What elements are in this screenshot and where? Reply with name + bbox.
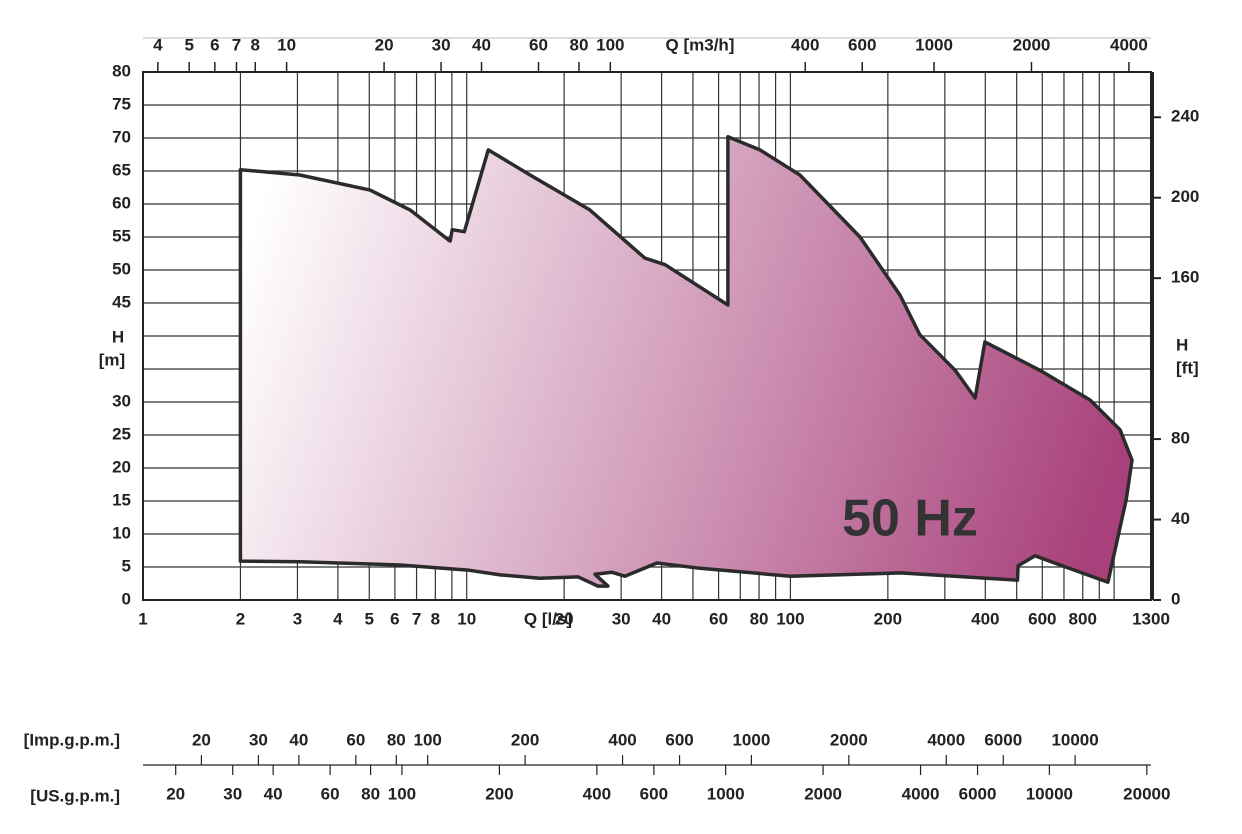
top-tick-label: 2000: [1013, 35, 1051, 54]
top-tick-label: 600: [848, 35, 876, 54]
gpm-tick-label: 10000: [1026, 784, 1073, 803]
x-tick-label: 4: [333, 609, 343, 628]
y2-tick-label: 40: [1171, 509, 1190, 528]
y-tick-label: 30: [112, 391, 131, 410]
y2-tick-label: 160: [1171, 268, 1199, 287]
x-tick-label: 1300: [1132, 609, 1170, 628]
gpm-tick-label: 4000: [902, 784, 940, 803]
gpm-tick-label: 6000: [959, 784, 997, 803]
plot-frame: [142, 71, 1152, 601]
us-axis-label: [US.g.p.m.]: [30, 786, 120, 805]
gpm-tick-label: 60: [346, 730, 365, 749]
x-tick-label: 10: [457, 609, 476, 628]
top-tick-label: 4000: [1110, 35, 1148, 54]
y-tick-label: 55: [112, 226, 131, 245]
top-tick-label: 1000: [915, 35, 953, 54]
x-tick-label: 7: [412, 609, 421, 628]
gpm-tick-label: 20: [166, 784, 185, 803]
gpm-tick-label: 200: [485, 784, 513, 803]
top-tick-label: 60: [529, 35, 548, 54]
y-tick-label: 80: [112, 61, 131, 80]
gpm-tick-label: 400: [608, 730, 636, 749]
gpm-tick-label: 600: [665, 730, 693, 749]
top-tick-label: 100: [596, 35, 624, 54]
y2-axis-label: H: [1176, 335, 1188, 354]
gpm-tick-label: 10000: [1051, 730, 1098, 749]
y-tick-label: 5: [122, 556, 131, 575]
x-tick-label: 200: [874, 609, 902, 628]
y-tick-label: 0: [122, 589, 131, 608]
gpm-tick-label: 60: [321, 784, 340, 803]
top-tick-label: 7: [232, 35, 241, 54]
x-tick-label: 400: [971, 609, 999, 628]
x-tick-label: 20: [555, 609, 574, 628]
gpm-tick-label: 20: [192, 730, 211, 749]
gpm-tick-label: 20000: [1123, 784, 1170, 803]
gpm-tick-label: 100: [388, 784, 416, 803]
gpm-tick-label: 30: [249, 730, 268, 749]
y2-tick-label: 0: [1171, 589, 1180, 608]
y-tick-label: 50: [112, 259, 131, 278]
gpm-tick-label: 1000: [732, 730, 770, 749]
x-tick-label: 6: [390, 609, 399, 628]
y2-axis-label: [ft]: [1176, 358, 1199, 377]
x-tick-label: 800: [1069, 609, 1097, 628]
annotation: 50 Hz: [842, 490, 978, 548]
gpm-tick-label: 100: [413, 730, 441, 749]
y-tick-label: 10: [112, 523, 131, 542]
top-tick-label: 400: [791, 35, 819, 54]
top-tick-label: 80: [570, 35, 589, 54]
x-tick-label: 100: [776, 609, 804, 628]
gpm-tick-label: 40: [264, 784, 283, 803]
gpm-tick-label: 4000: [927, 730, 965, 749]
x-tick-label: 8: [431, 609, 440, 628]
x-axis-label: Q [l/s]: [524, 609, 572, 628]
top-tick-label: 20: [375, 35, 394, 54]
gpm-tick-label: 1000: [707, 784, 745, 803]
y-axis-label: H: [112, 327, 124, 346]
y-tick-label: 75: [112, 94, 131, 113]
top-tick-label: 40: [472, 35, 491, 54]
top-tick-label: 5: [184, 35, 193, 54]
y-tick-label: 15: [112, 490, 131, 509]
y-axis-label: [m]: [99, 350, 125, 369]
x-tick-label: 600: [1028, 609, 1056, 628]
imp-axis-label: [Imp.g.p.m.]: [24, 730, 120, 749]
gpm-tick-label: 600: [640, 784, 668, 803]
x-tick-label: 60: [709, 609, 728, 628]
gpm-tick-label: 2000: [804, 784, 842, 803]
y-tick-label: 20: [112, 457, 131, 476]
gpm-tick-label: 80: [387, 730, 406, 749]
x-tick-label: 40: [652, 609, 671, 628]
y2-tick-label: 80: [1171, 429, 1190, 448]
top-tick-label: 30: [432, 35, 451, 54]
y2-tick-label: 200: [1171, 187, 1199, 206]
top-axis-label: Q [m3/h]: [666, 35, 735, 54]
top-tick-label: 4: [153, 35, 163, 54]
operating-range: [238, 134, 1134, 588]
top-tick-label: 8: [251, 35, 260, 54]
y-tick-label: 45: [112, 292, 131, 311]
x-tick-label: 2: [236, 609, 245, 628]
y-tick-label: 70: [112, 127, 131, 146]
gpm-tick-label: 6000: [984, 730, 1022, 749]
gpm-tick-label: 40: [289, 730, 308, 749]
x-tick-label: 5: [365, 609, 374, 628]
x-tick-label: 30: [612, 609, 631, 628]
top-tick-label: 10: [277, 35, 296, 54]
gpm-tick-label: 2000: [830, 730, 868, 749]
y-tick-label: 25: [112, 424, 131, 443]
gpm-tick-label: 30: [223, 784, 242, 803]
x-tick-label: 1: [138, 609, 147, 628]
gpm-tick-label: 200: [511, 730, 539, 749]
y-tick-label: 65: [112, 160, 131, 179]
x-tick-label: 80: [750, 609, 769, 628]
gpm-tick-label: 400: [583, 784, 611, 803]
gpm-tick-label: 80: [361, 784, 380, 803]
y-tick-label: 60: [112, 193, 131, 212]
top-tick-label: 6: [210, 35, 219, 54]
y2-tick-label: 240: [1171, 107, 1199, 126]
x-tick-label: 3: [293, 609, 302, 628]
